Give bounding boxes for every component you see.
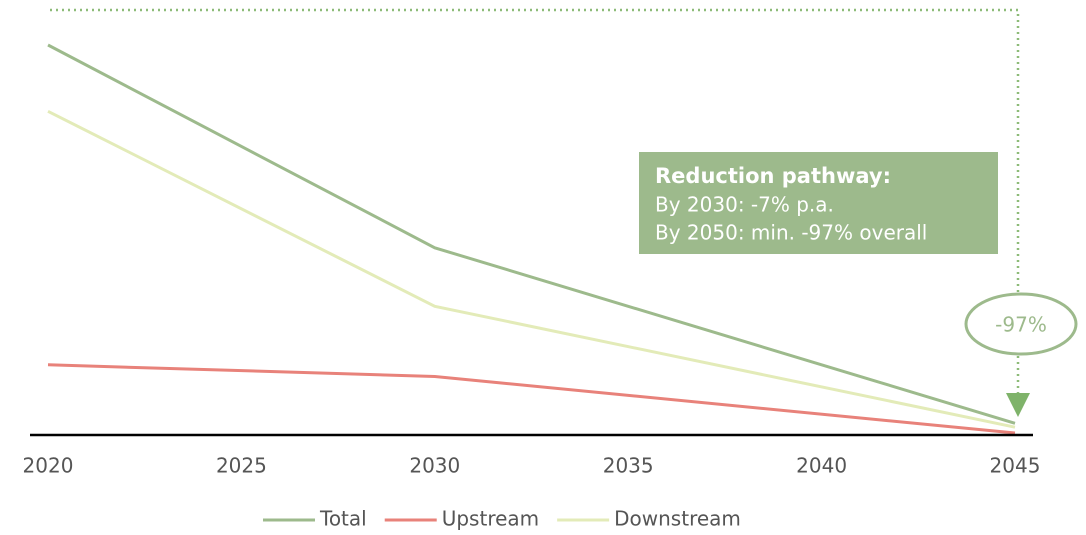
series-line xyxy=(47,109,1016,429)
x-tick-label: 2045 xyxy=(990,454,1041,478)
annotation-guide xyxy=(50,8,1020,398)
annotation-line: By 2050: min. -97% overall xyxy=(655,221,927,245)
series-line xyxy=(47,363,1016,435)
legend-label: Total xyxy=(319,507,367,531)
x-tick-label: 2030 xyxy=(409,454,460,478)
legend-label: Upstream xyxy=(442,507,539,531)
legend-label: Downstream xyxy=(614,507,741,531)
annotation-line: By 2030: -7% p.a. xyxy=(655,193,834,217)
annotation-bubble-text: -97% xyxy=(995,313,1047,337)
annotation-title: Reduction pathway: xyxy=(655,164,891,188)
annotation-arrow xyxy=(1006,393,1030,417)
annotation-bubble xyxy=(964,292,1078,356)
series-line xyxy=(47,43,1016,425)
x-tick-label: 2025 xyxy=(216,454,267,478)
x-tick-label: 2020 xyxy=(23,454,74,478)
annotation-box xyxy=(639,152,998,254)
x-tick-label: 2040 xyxy=(796,454,847,478)
x-tick-label: 2035 xyxy=(603,454,654,478)
